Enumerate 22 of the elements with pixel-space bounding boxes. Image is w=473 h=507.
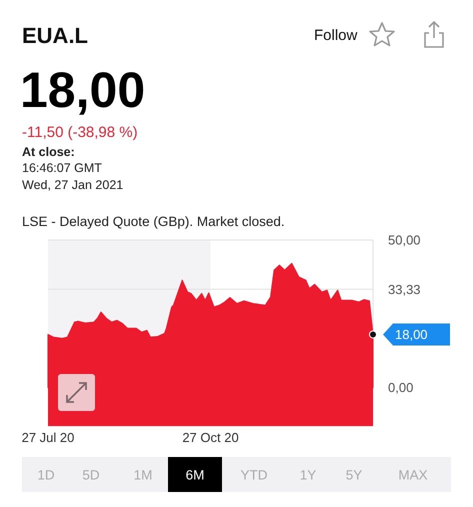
chart-subtitle: 18,00 [20, 62, 146, 118]
chart-title: EUA.L [22, 23, 88, 48]
y-tick-label: 0,00 [388, 380, 414, 396]
text: 16:46:07 GMT [22, 161, 102, 175]
text: MAX [398, 468, 428, 483]
text: Follow [314, 27, 358, 44]
text: 1D [37, 468, 55, 483]
x-tick-label: 27 Oct 20 [182, 430, 239, 445]
text: 5D [82, 468, 100, 483]
text: 6M [186, 468, 204, 483]
text: YTD [240, 468, 268, 483]
text: 1M [134, 468, 152, 483]
y-tick-label: 50,00 [388, 232, 421, 248]
text: At close: [22, 145, 75, 159]
text: 1Y [300, 468, 316, 483]
text: LSE - Delayed Quote (GBp). Market closed. [22, 214, 285, 229]
x-tick-label: 27 Jul 20 [22, 430, 74, 445]
text: Wed, 27 Jan 2021 [22, 178, 124, 192]
y-tick-label: 33,33 [388, 282, 421, 297]
text: 5Y [346, 468, 362, 483]
annotation: 18,00 [395, 327, 428, 342]
text: -11,50 (-38,98 %) [22, 124, 138, 141]
